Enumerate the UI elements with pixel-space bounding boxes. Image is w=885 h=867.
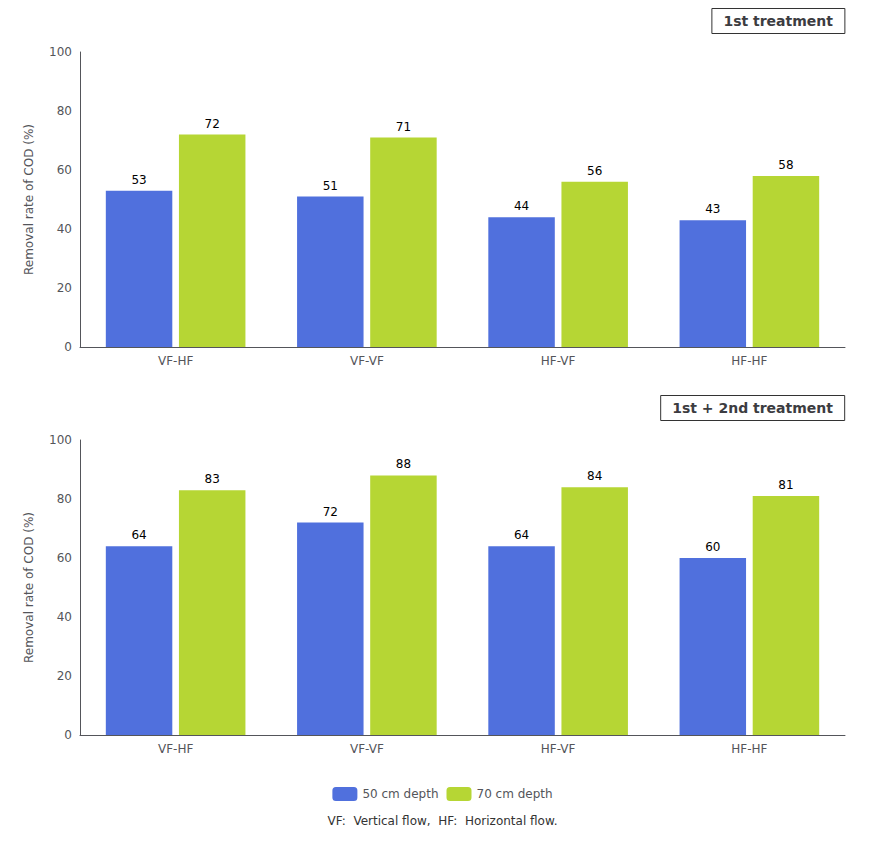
svg-text:100: 100	[49, 45, 72, 59]
svg-text:VF-VF: VF-VF	[350, 742, 384, 756]
svg-text:1st treatment: 1st treatment	[723, 13, 833, 29]
svg-text:50 cm depth: 50 cm depth	[362, 787, 438, 801]
svg-text:40: 40	[57, 222, 72, 236]
svg-text:0: 0	[64, 728, 72, 742]
svg-text:72: 72	[205, 117, 220, 131]
svg-text:VF-HF: VF-HF	[158, 354, 193, 368]
svg-text:43: 43	[705, 202, 720, 216]
svg-text:60: 60	[57, 163, 72, 177]
svg-text:0: 0	[64, 340, 72, 354]
svg-text:HF-VF: HF-VF	[541, 354, 576, 368]
svg-text:HF-VF: HF-VF	[541, 742, 576, 756]
svg-text:51: 51	[323, 179, 338, 193]
svg-text:Removal rate of COD (%): Removal rate of COD (%)	[22, 124, 36, 275]
svg-text:70 cm depth: 70 cm depth	[477, 787, 553, 801]
svg-text:80: 80	[57, 492, 72, 506]
svg-text:Removal rate of COD (%): Removal rate of COD (%)	[22, 512, 36, 663]
svg-text:1st + 2nd treatment: 1st + 2nd treatment	[672, 400, 833, 416]
svg-text:20: 20	[57, 281, 72, 295]
svg-text:84: 84	[587, 469, 602, 483]
svg-text:72: 72	[323, 505, 338, 519]
svg-text:56: 56	[587, 164, 602, 178]
svg-text:58: 58	[778, 158, 793, 172]
svg-text:64: 64	[514, 528, 529, 542]
svg-text:44: 44	[514, 199, 529, 213]
svg-text:71: 71	[396, 120, 411, 134]
svg-text:88: 88	[396, 457, 411, 471]
svg-text:83: 83	[205, 472, 220, 486]
svg-text:VF: Vertical flow, HF: Hori: VF: Vertical flow, HF: Horizontal flow.	[328, 814, 558, 828]
svg-text:100: 100	[49, 433, 72, 447]
svg-text:53: 53	[131, 173, 146, 187]
svg-text:60: 60	[57, 551, 72, 565]
svg-text:HF-HF: HF-HF	[731, 742, 767, 756]
svg-text:80: 80	[57, 104, 72, 118]
svg-text:20: 20	[57, 669, 72, 683]
svg-text:64: 64	[131, 528, 146, 542]
svg-text:VF-VF: VF-VF	[350, 354, 384, 368]
svg-text:HF-HF: HF-HF	[731, 354, 767, 368]
svg-text:VF-HF: VF-HF	[158, 742, 193, 756]
svg-text:81: 81	[778, 478, 793, 492]
svg-text:60: 60	[705, 540, 720, 554]
svg-text:40: 40	[57, 610, 72, 624]
